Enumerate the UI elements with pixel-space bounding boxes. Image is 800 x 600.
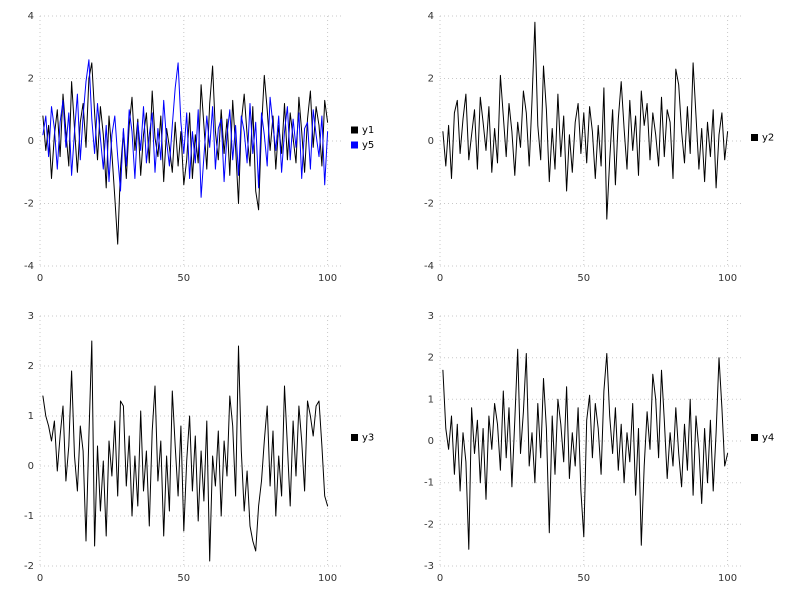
chart-panel-y2: -4 -2 0 2 4 0 50 100 y2: [400, 0, 800, 300]
x-tick-label: 100: [318, 273, 337, 284]
legend-swatch-y2: [751, 134, 758, 141]
legend-label-y2: y2: [762, 133, 774, 144]
y-tick-label: -1: [24, 511, 34, 522]
y-tick-label: 3: [428, 311, 434, 322]
x-tick-label: 50: [177, 273, 190, 284]
chart-panel-y1-y5: -4 -2 0 2 4 0 50 100 y1 y5: [0, 0, 400, 300]
legend-label-y3: y3: [362, 433, 374, 444]
y-tick-label: -2: [424, 519, 434, 530]
chart-svg-y1-y5: -4 -2 0 2 4 0 50 100 y1 y5: [24, 11, 374, 284]
legend-swatch-y4: [751, 434, 758, 441]
y-tick-label: -1: [424, 478, 434, 489]
legend-swatch-y1: [351, 126, 358, 134]
y-tick-label: -3: [424, 561, 434, 572]
chart-svg-y4: -3 -2 -1 0 1 2 3 0 50 100 y4: [424, 311, 774, 584]
x-tick-label: 0: [37, 273, 43, 284]
y-tick-label: 4: [28, 11, 34, 22]
y-tick-label: 2: [428, 353, 434, 364]
x-tick-label: 0: [437, 273, 443, 284]
y-tick-label: 0: [28, 461, 34, 472]
x-tick-label: 50: [577, 273, 590, 284]
x-tick-label: 100: [718, 573, 737, 584]
y-tick-label: 2: [28, 74, 34, 85]
y-tick-label: 0: [428, 136, 434, 147]
y-tick-label: 3: [28, 311, 34, 322]
y-tick-label: -4: [424, 261, 434, 272]
legend-label-y1: y1: [362, 125, 374, 136]
chart-svg-y3: -2 -1 0 1 2 3 0 50 100 y3: [24, 311, 374, 584]
y-tick-label: 2: [428, 74, 434, 85]
y-tick-label: 0: [28, 136, 34, 147]
y-tick-label: -2: [24, 199, 34, 210]
y-tick-label: 4: [428, 11, 434, 22]
series-line-y3: [42, 340, 329, 562]
legend-swatch-y5: [351, 141, 358, 149]
x-tick-label: 50: [177, 573, 190, 584]
legend-label-y4: y4: [762, 433, 774, 444]
y-tick-label: 2: [28, 361, 34, 372]
y-tick-label: -2: [424, 199, 434, 210]
y-tick-label: 1: [428, 394, 434, 405]
legend-label-y5: y5: [362, 140, 374, 151]
series-line-y4: [442, 348, 729, 550]
x-tick-label: 100: [718, 273, 737, 284]
y-tick-label: 1: [28, 411, 34, 422]
chart-panel-y4: -3 -2 -1 0 1 2 3 0 50 100 y4: [400, 300, 800, 600]
x-tick-label: 50: [577, 573, 590, 584]
chart-svg-y2: -4 -2 0 2 4 0 50 100 y2: [424, 11, 774, 284]
x-tick-label: 0: [437, 573, 443, 584]
series-line-y2: [442, 21, 729, 220]
x-tick-label: 0: [37, 573, 43, 584]
y-tick-label: -2: [24, 561, 34, 572]
y-tick-label: 0: [428, 436, 434, 447]
y-tick-label: -4: [24, 261, 34, 272]
legend-swatch-y3: [351, 434, 358, 441]
x-tick-label: 100: [318, 573, 337, 584]
chart-panel-y3: -2 -1 0 1 2 3 0 50 100 y3: [0, 300, 400, 600]
series-line-y5: [42, 59, 329, 198]
